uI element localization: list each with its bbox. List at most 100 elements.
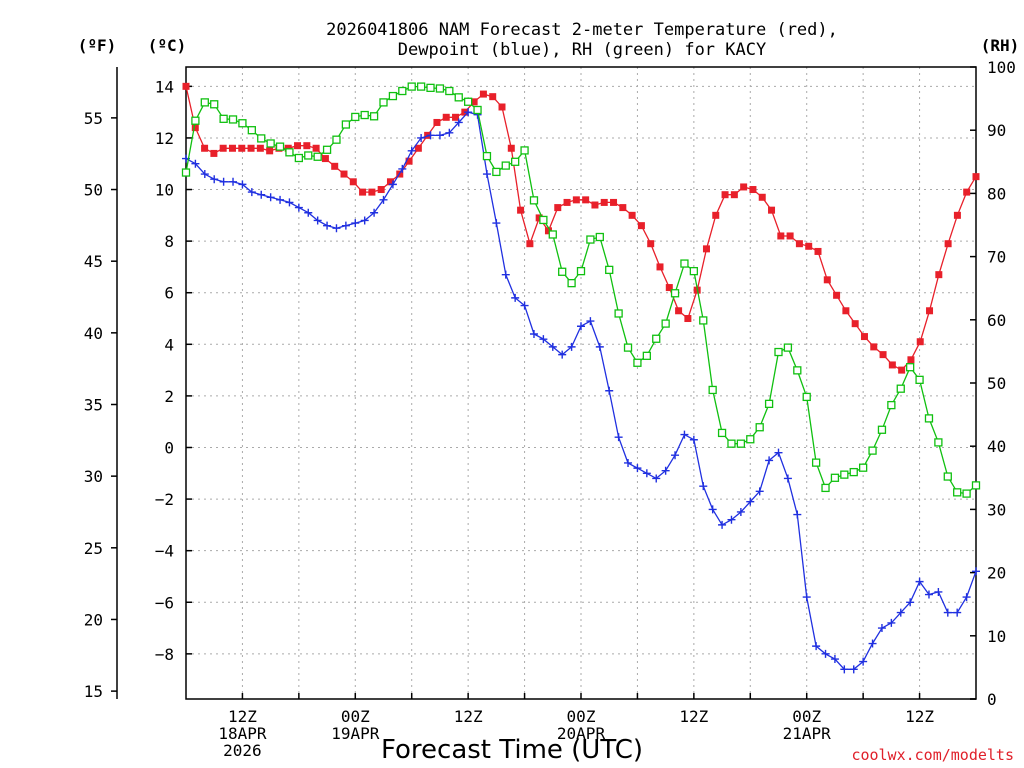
data-point (341, 221, 350, 230)
data-point (755, 423, 764, 432)
data-point (777, 232, 785, 240)
data-point (377, 186, 385, 194)
data-point (768, 206, 776, 214)
data-point (351, 219, 360, 228)
data-point (614, 309, 623, 318)
data-point (736, 507, 745, 516)
data-point (219, 177, 228, 186)
data-point (529, 196, 539, 205)
data-point (520, 301, 529, 310)
data-point (758, 193, 766, 201)
data-point (851, 320, 859, 328)
data-point (321, 155, 329, 163)
data-point (680, 259, 689, 268)
data-point (870, 343, 878, 351)
data-point (877, 425, 887, 434)
data-point (414, 144, 422, 152)
rh-tick-label: 80 (987, 184, 1006, 203)
data-point (445, 128, 454, 137)
data-point (833, 291, 841, 299)
data-point (633, 464, 642, 473)
data-point (718, 520, 727, 529)
x-tick-label: 00Z (341, 707, 370, 726)
data-point (793, 510, 802, 519)
data-point (563, 198, 571, 206)
data-point (749, 186, 757, 194)
c-tick-label: −6 (155, 593, 174, 612)
data-point (191, 116, 200, 125)
f-tick-label: 15 (84, 682, 103, 701)
data-point (642, 351, 651, 360)
data-series (181, 82, 981, 674)
data-point (200, 98, 209, 107)
data-point (572, 196, 580, 204)
data-point (351, 112, 360, 122)
data-point (349, 178, 357, 186)
data-point (943, 608, 952, 617)
data-point (210, 100, 219, 109)
data-point (294, 203, 303, 212)
data-point (498, 103, 506, 111)
data-point (614, 433, 623, 442)
data-point (210, 175, 219, 184)
data-point (435, 131, 444, 140)
data-point (200, 170, 209, 179)
data-point (906, 598, 915, 607)
data-point (665, 284, 673, 292)
c-tick-label: 2 (164, 387, 174, 406)
data-point (388, 180, 397, 189)
data-point (492, 167, 501, 177)
c-tick-label: 12 (155, 129, 174, 148)
data-point (582, 196, 590, 204)
data-point (600, 198, 608, 206)
x-tick-label: 12Z (228, 707, 257, 726)
data-point (637, 222, 645, 230)
data-point (652, 334, 661, 343)
data-point (842, 307, 850, 315)
series-line (185, 111, 977, 670)
data-point (452, 113, 460, 121)
data-point (416, 82, 426, 91)
data-point (520, 146, 529, 155)
data-point (567, 278, 576, 288)
data-point (368, 188, 376, 196)
c-tick-label: −4 (155, 542, 174, 561)
data-point (360, 110, 369, 120)
data-point (591, 201, 599, 209)
data-point (558, 350, 567, 359)
data-point (482, 170, 491, 179)
chart-title-line1: 2026041806 NAM Forecast 2-meter Temperat… (326, 20, 838, 40)
data-point (628, 211, 636, 219)
data-point (407, 146, 416, 155)
f-tick-label: 30 (84, 467, 103, 486)
data-point (464, 108, 473, 117)
data-point (482, 151, 492, 161)
x-tick-label: 00Z (792, 707, 821, 726)
data-point (407, 82, 416, 91)
data-point (830, 473, 840, 482)
data-point (727, 439, 736, 448)
plot-frame (185, 66, 977, 700)
f-tick-label: 40 (84, 324, 103, 343)
data-point (379, 98, 388, 107)
data-point (426, 83, 435, 93)
data-point (774, 347, 783, 357)
data-point (507, 144, 515, 152)
x-tick-label: 00Z (567, 707, 596, 726)
data-point (313, 216, 322, 225)
data-point (433, 118, 441, 126)
x-axis-title: Forecast Time (UTC) (381, 735, 643, 765)
data-point (417, 133, 426, 142)
rh-tick-label: 70 (987, 248, 1006, 267)
x-tick-label: 20APR (557, 724, 606, 743)
data-point (823, 276, 831, 284)
data-point (303, 142, 311, 150)
data-point (783, 343, 793, 352)
data-point (229, 177, 238, 186)
credit-link[interactable]: coolwx.com/modelts (851, 746, 1014, 764)
data-point (398, 86, 407, 96)
data-point (896, 384, 905, 393)
data-point (661, 319, 670, 328)
data-point (727, 515, 736, 524)
data-point (944, 240, 952, 248)
